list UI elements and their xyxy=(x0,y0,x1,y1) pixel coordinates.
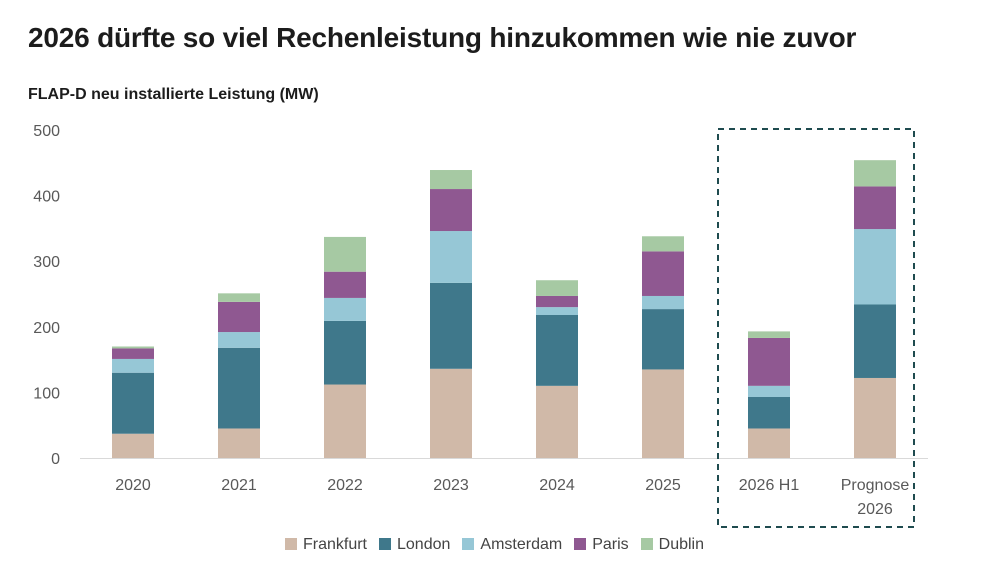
bar-segment-london-1 xyxy=(218,347,260,429)
x-category-label: 2024 xyxy=(539,477,575,494)
y-tick-label: 100 xyxy=(33,385,60,402)
bar-segment-london-0 xyxy=(112,372,154,434)
legend-item-dublin: Dublin xyxy=(640,536,704,554)
bar-segment-amsterdam-5 xyxy=(642,295,684,310)
legend-item-frankfurt: Frankfurt xyxy=(284,536,367,554)
bar-segment-dublin-1 xyxy=(218,293,260,302)
chart-subtitle: FLAP-D neu installierte Leistung (MW) xyxy=(28,86,319,103)
legend-label: Amsterdam xyxy=(480,536,563,553)
bar-segment-frankfurt-1 xyxy=(218,428,260,458)
bar-segment-paris-7 xyxy=(854,186,896,230)
bar-segment-london-7 xyxy=(854,304,896,378)
x-category-label: 2021 xyxy=(221,477,257,494)
bar-segment-amsterdam-1 xyxy=(218,332,260,348)
bar-segment-london-3 xyxy=(430,282,472,369)
bar-segment-paris-0 xyxy=(112,348,154,359)
bar-segment-amsterdam-7 xyxy=(854,229,896,305)
legend-item-london: London xyxy=(379,536,450,554)
bar-segment-london-2 xyxy=(324,320,366,385)
bar-segment-paris-4 xyxy=(536,295,578,308)
bar-segment-frankfurt-5 xyxy=(642,369,684,458)
y-tick-label: 300 xyxy=(33,254,60,271)
bar-segment-dublin-2 xyxy=(324,236,366,272)
legend-swatch xyxy=(379,538,391,550)
bar-segment-frankfurt-6 xyxy=(748,428,790,458)
x-category-label: 2020 xyxy=(115,477,151,494)
legend-swatch xyxy=(284,538,297,550)
bar-segment-frankfurt-7 xyxy=(854,377,896,458)
bar-segment-frankfurt-4 xyxy=(536,385,578,458)
bar-segment-paris-5 xyxy=(642,251,684,296)
bar-segment-dublin-4 xyxy=(536,280,578,296)
y-tick-label: 500 xyxy=(33,123,60,140)
legend-label: London xyxy=(397,536,451,553)
legend-item-amsterdam: Amsterdam xyxy=(462,536,562,554)
bar-segment-dublin-3 xyxy=(430,170,472,190)
bar-segment-dublin-0 xyxy=(112,346,154,349)
bar-segment-amsterdam-4 xyxy=(536,307,578,315)
bar-segment-dublin-5 xyxy=(642,236,684,252)
bar-segment-dublin-7 xyxy=(854,160,896,187)
bar-segment-amsterdam-2 xyxy=(324,297,366,321)
bar-segment-paris-3 xyxy=(430,189,472,232)
legend-swatch xyxy=(462,538,475,550)
chart-title: 2026 dürfte so viel Rechenleistung hinzu… xyxy=(28,22,857,53)
bar-segment-amsterdam-6 xyxy=(748,385,790,397)
legend: Frankfurt London Amsterdam Paris Dublin xyxy=(0,536,989,554)
bar-segment-paris-2 xyxy=(324,271,366,298)
bar-segment-paris-6 xyxy=(748,337,790,386)
x-axis-labels: 2020 2021 2022 2023 2024 2025 2026 H1 Prognose 2… xyxy=(115,477,909,518)
legend-label: Frankfurt xyxy=(302,536,367,553)
y-tick-label: 200 xyxy=(33,320,60,337)
legend-swatch xyxy=(640,538,653,550)
bar-segment-amsterdam-3 xyxy=(430,231,472,283)
bar-segment-frankfurt-3 xyxy=(430,368,472,458)
x-category-label: 2025 xyxy=(645,477,681,494)
bar-segment-dublin-6 xyxy=(748,331,790,338)
legend-item-paris: Paris xyxy=(574,536,629,554)
bar-segment-london-6 xyxy=(748,396,790,429)
bar-segment-amsterdam-0 xyxy=(112,358,154,373)
x-category-label: 2023 xyxy=(433,477,469,494)
bars xyxy=(112,160,896,458)
y-tick-label: 0 xyxy=(51,451,60,468)
x-category-label: 2026 H1 xyxy=(739,477,800,494)
bar-segment-london-4 xyxy=(536,314,578,386)
bar-segment-frankfurt-0 xyxy=(112,433,154,458)
x-category-label: 2022 xyxy=(327,477,363,494)
bar-segment-frankfurt-2 xyxy=(324,384,366,458)
bar-segment-paris-1 xyxy=(218,301,260,333)
legend-label: Paris xyxy=(592,536,629,553)
x-category-label: Prognose 2026 xyxy=(841,477,910,518)
legend-swatch xyxy=(574,538,587,550)
y-tick-label: 400 xyxy=(33,189,60,206)
y-axis: 0 100 200 300 400 500 xyxy=(33,123,60,468)
bar-segment-london-5 xyxy=(642,309,684,370)
legend-label: Dublin xyxy=(658,536,704,553)
